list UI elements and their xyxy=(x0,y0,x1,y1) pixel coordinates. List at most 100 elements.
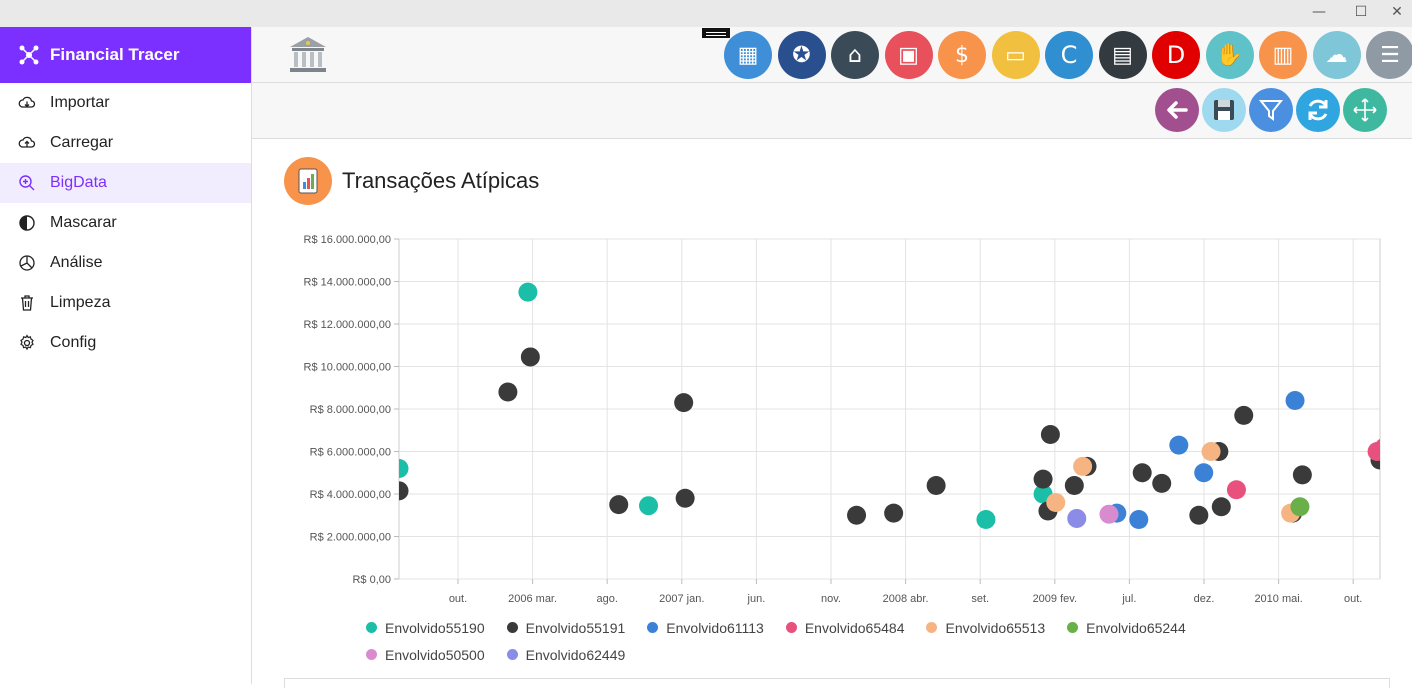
sidebar-item-importar[interactable]: Importar xyxy=(0,83,251,123)
legend-item[interactable]: Envolvido50500 xyxy=(366,641,485,668)
legend-label: Envolvido65513 xyxy=(945,619,1046,636)
data-point-envolvido55190[interactable] xyxy=(976,510,996,529)
d-letter-icon[interactable]: D xyxy=(1152,31,1200,79)
handshake-icon[interactable]: ✋ xyxy=(1205,31,1254,79)
bottom-panel xyxy=(284,678,1390,688)
save-button[interactable] xyxy=(1202,88,1246,132)
data-point-envolvido55190[interactable] xyxy=(639,496,659,516)
data-point-envolvido65244[interactable] xyxy=(1290,497,1310,517)
data-point-envolvido55191[interactable] xyxy=(1211,497,1231,517)
x-tick-label: set. xyxy=(971,593,989,605)
x-tick-label: 2009 fev. xyxy=(1033,593,1077,605)
sidebar-item-bigdata[interactable]: BigData xyxy=(0,163,251,203)
legend-item[interactable]: Envolvido55190 xyxy=(366,614,485,641)
data-point-envolvido55191[interactable] xyxy=(1064,476,1084,495)
calendar-icon[interactable]: ▦ xyxy=(724,31,772,79)
cloud-settings-icon[interactable]: ☁ xyxy=(1312,31,1361,79)
points-layer xyxy=(390,282,1394,529)
data-point-envolvido61113[interactable] xyxy=(1169,435,1189,455)
data-point-envolvido55191[interactable] xyxy=(1033,469,1053,489)
refresh-button[interactable] xyxy=(1296,88,1340,132)
data-point-envolvido55190[interactable] xyxy=(390,459,409,478)
data-point-envolvido55191[interactable] xyxy=(1189,505,1209,525)
data-point-envolvido61113[interactable] xyxy=(1194,463,1214,483)
sidebar-item-limpeza[interactable]: Limpeza xyxy=(0,283,251,323)
y-tick-label: R$ 12.000.000,00 xyxy=(304,319,391,331)
contrast-icon xyxy=(18,214,36,232)
money-hand-icon[interactable]: $ xyxy=(938,31,986,79)
data-point-envolvido55191[interactable] xyxy=(609,495,629,515)
credit-card-icon[interactable]: ▭ xyxy=(991,31,1040,79)
briefcase-icon[interactable]: ▣ xyxy=(884,31,933,79)
data-point-envolvido55191[interactable] xyxy=(498,382,518,402)
data-point-envolvido55191[interactable] xyxy=(675,488,695,508)
sidebar-item-config[interactable]: Config xyxy=(0,323,251,363)
legend-label: Envolvido62449 xyxy=(525,646,626,663)
y-tick-label: R$ 6.000.000,00 xyxy=(310,447,391,459)
minimize-icon[interactable]: — xyxy=(1312,4,1326,20)
legend-label: Envolvido65244 xyxy=(1086,619,1186,636)
legend-swatch xyxy=(926,622,938,633)
data-point-envolvido55191[interactable] xyxy=(1152,473,1172,493)
data-point-envolvido55191[interactable] xyxy=(1132,463,1152,483)
sidebar: Financial Tracer Importar Carregar BigData… xyxy=(0,27,252,684)
y-tick-label: R$ 16.000.000,00 xyxy=(304,234,391,246)
sidebar-item-label: BigData xyxy=(50,174,107,191)
data-point-envolvido61113[interactable] xyxy=(1285,391,1305,410)
maximize-icon[interactable]: ☐ xyxy=(1354,4,1368,20)
data-point-envolvido55191[interactable] xyxy=(1292,465,1312,485)
legend-item[interactable]: Envolvido61113 xyxy=(647,614,764,641)
x-tick-label: out. xyxy=(1344,593,1362,605)
report-icon[interactable]: ▥ xyxy=(1259,31,1307,79)
data-point-envolvido55191[interactable] xyxy=(390,481,409,501)
data-point-envolvido65484[interactable] xyxy=(1374,438,1394,457)
sidebar-item-label: Importar xyxy=(50,94,110,111)
data-point-envolvido61113[interactable] xyxy=(1129,510,1149,529)
x-tick-label: ago. xyxy=(596,593,617,605)
legend-item[interactable]: Envolvido62449 xyxy=(506,641,626,668)
close-icon[interactable]: ✕ xyxy=(1391,4,1403,20)
data-point-envolvido62449[interactable] xyxy=(1067,508,1087,528)
data-point-envolvido55191[interactable] xyxy=(926,476,946,495)
data-point-envolvido55191[interactable] xyxy=(1234,405,1254,425)
data-point-envolvido65513[interactable] xyxy=(1201,442,1221,461)
wallet-icon[interactable]: ▤ xyxy=(1098,31,1147,79)
data-point-envolvido55191[interactable] xyxy=(847,505,867,525)
sidebar-item-anlise[interactable]: Análise xyxy=(0,243,251,283)
report-icon xyxy=(284,157,332,205)
c-letter-icon[interactable]: C xyxy=(1045,31,1093,79)
data-point-envolvido55191[interactable] xyxy=(674,393,694,413)
brand-header[interactable]: Financial Tracer xyxy=(0,27,251,83)
menu-indicator-icon[interactable] xyxy=(702,28,730,38)
bank-logo-icon[interactable] xyxy=(284,31,332,79)
data-point-envolvido55191[interactable] xyxy=(520,347,540,367)
cloud-upload-icon xyxy=(18,134,36,152)
invoice-icon[interactable]: ☰ xyxy=(1366,31,1412,79)
sidebar-item-carregar[interactable]: Carregar xyxy=(0,123,251,163)
legend-swatch xyxy=(506,649,518,660)
data-point-envolvido65513[interactable] xyxy=(1073,456,1093,476)
legend-swatch xyxy=(647,622,659,633)
bank-icon[interactable]: ⌂ xyxy=(831,31,879,79)
data-point-envolvido65513[interactable] xyxy=(1046,493,1066,512)
x-tick-label: out. xyxy=(449,593,467,605)
data-point-envolvido55191[interactable] xyxy=(884,503,904,523)
data-point-envolvido65484[interactable] xyxy=(1226,480,1246,500)
legend-item[interactable]: Envolvido65244 xyxy=(1067,614,1186,641)
data-point-envolvido55190[interactable] xyxy=(518,282,538,302)
legend-item[interactable]: Envolvido65513 xyxy=(926,614,1045,641)
legend-item[interactable]: Envolvido65484 xyxy=(785,614,904,641)
sidebar-item-mascarar[interactable]: Mascarar xyxy=(0,203,251,243)
network-icon[interactable]: ✪ xyxy=(777,31,826,79)
fullscreen-button[interactable] xyxy=(1343,88,1387,132)
legend-swatch xyxy=(366,649,377,660)
filter-button[interactable] xyxy=(1249,88,1293,132)
legend-item[interactable]: Envolvido55191 xyxy=(506,614,626,641)
data-point-envolvido50500[interactable] xyxy=(1099,504,1119,524)
y-tick-label: R$ 10.000.000,00 xyxy=(304,362,391,374)
page-header: Transações Atípicas xyxy=(284,157,539,205)
x-tick-label: 2010 mai. xyxy=(1254,593,1302,605)
legend-label: Envolvido55191 xyxy=(525,619,626,636)
back-button[interactable] xyxy=(1155,88,1199,132)
data-point-envolvido55191[interactable] xyxy=(1040,425,1060,444)
